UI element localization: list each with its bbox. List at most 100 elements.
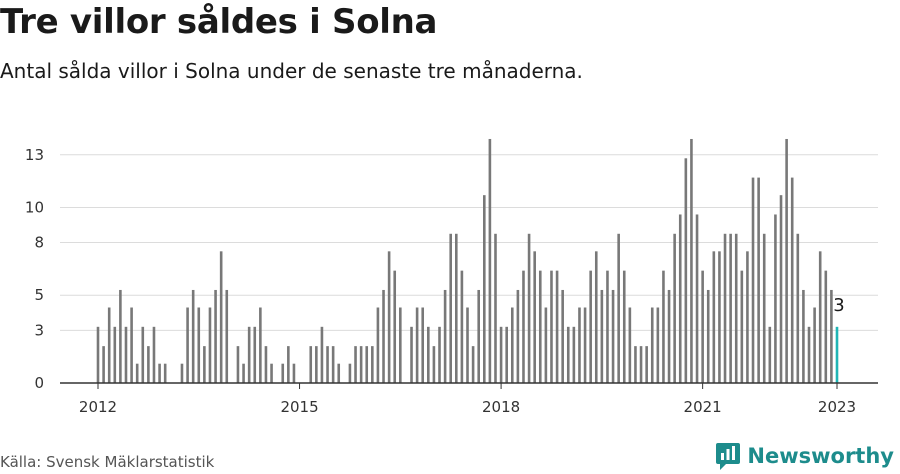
bar (779, 195, 783, 383)
bar (774, 214, 777, 383)
bar (287, 346, 290, 383)
bar (331, 346, 335, 383)
bar (678, 214, 682, 383)
bar (208, 307, 212, 383)
bar (455, 233, 458, 383)
bar (152, 326, 156, 383)
bar (471, 346, 475, 383)
bar (695, 214, 699, 383)
bar (533, 251, 536, 383)
bar (259, 307, 262, 383)
bar (130, 307, 133, 383)
highlight-value-label: 3 (833, 295, 844, 316)
bar (578, 307, 581, 383)
bar (253, 326, 257, 383)
bar (354, 346, 357, 383)
bar (634, 346, 637, 383)
bar (315, 346, 318, 383)
bar (706, 289, 710, 383)
bar (544, 307, 548, 383)
bar (740, 270, 744, 383)
bar (415, 307, 419, 383)
bar (466, 307, 469, 383)
bar (594, 251, 598, 383)
bar (460, 270, 464, 383)
bar (320, 326, 324, 383)
y-tick-label: 5 (34, 286, 44, 304)
bar (191, 289, 195, 383)
bar (555, 270, 559, 383)
bar (656, 307, 660, 383)
bar (376, 307, 380, 383)
bar (606, 270, 609, 383)
bar (242, 363, 245, 383)
bar (628, 307, 632, 383)
bar (443, 289, 447, 383)
bar (617, 233, 620, 383)
bar (292, 363, 296, 383)
bar (639, 346, 643, 383)
bar (550, 270, 553, 383)
bar (684, 158, 688, 383)
bar (527, 233, 531, 383)
source-note: Källa: Svensk Mäklarstatistik (0, 453, 215, 471)
bars-group (96, 138, 839, 383)
bar (203, 346, 206, 383)
page-subtitle: Antal sålda villor i Solna under de sena… (0, 59, 583, 83)
bar (818, 251, 822, 383)
bar (796, 233, 800, 383)
bar (359, 346, 363, 383)
bar (807, 326, 811, 383)
y-tick-label: 0 (34, 374, 44, 392)
page-title: Tre villor såldes i Solna (0, 2, 438, 42)
bar (147, 346, 150, 383)
bar (746, 251, 749, 383)
bar (538, 270, 542, 383)
bar (785, 138, 788, 383)
y-tick-label: 8 (34, 234, 44, 252)
bar (701, 270, 704, 383)
bar (236, 346, 240, 383)
bar (387, 251, 391, 383)
bar (768, 326, 772, 383)
bar (113, 326, 117, 383)
bar (163, 363, 167, 383)
bar (348, 363, 352, 383)
bar (762, 233, 766, 383)
bar (270, 363, 273, 383)
bar (723, 233, 727, 383)
bar (790, 177, 794, 383)
bar (757, 177, 760, 383)
bar (645, 346, 648, 383)
bar (186, 307, 189, 383)
bar (393, 270, 397, 383)
bar (751, 177, 755, 383)
bar (326, 346, 329, 383)
y-tick-label: 3 (34, 321, 44, 339)
bar (309, 346, 313, 383)
bar (477, 289, 480, 383)
x-tick-label: 2012 (79, 398, 117, 416)
grid-lines (60, 154, 878, 331)
bar (371, 346, 374, 383)
bar (421, 307, 425, 383)
x-tick-label: 2021 (684, 398, 722, 416)
bar (734, 233, 738, 383)
bar (505, 326, 508, 383)
bar (180, 363, 184, 383)
bar-highlight (835, 326, 839, 383)
bar (622, 270, 626, 383)
y-axis-ticks: 0 3 5 8 10 13 (25, 146, 44, 392)
bar (662, 270, 665, 383)
bar (214, 289, 217, 383)
bar (522, 270, 525, 383)
bar (813, 307, 816, 383)
bar (124, 326, 128, 383)
bar (650, 307, 654, 383)
y-tick-label: 13 (25, 146, 44, 164)
bar (510, 307, 514, 383)
bar (824, 270, 828, 383)
bar (365, 346, 369, 383)
bar (399, 307, 402, 383)
bar (438, 326, 441, 383)
